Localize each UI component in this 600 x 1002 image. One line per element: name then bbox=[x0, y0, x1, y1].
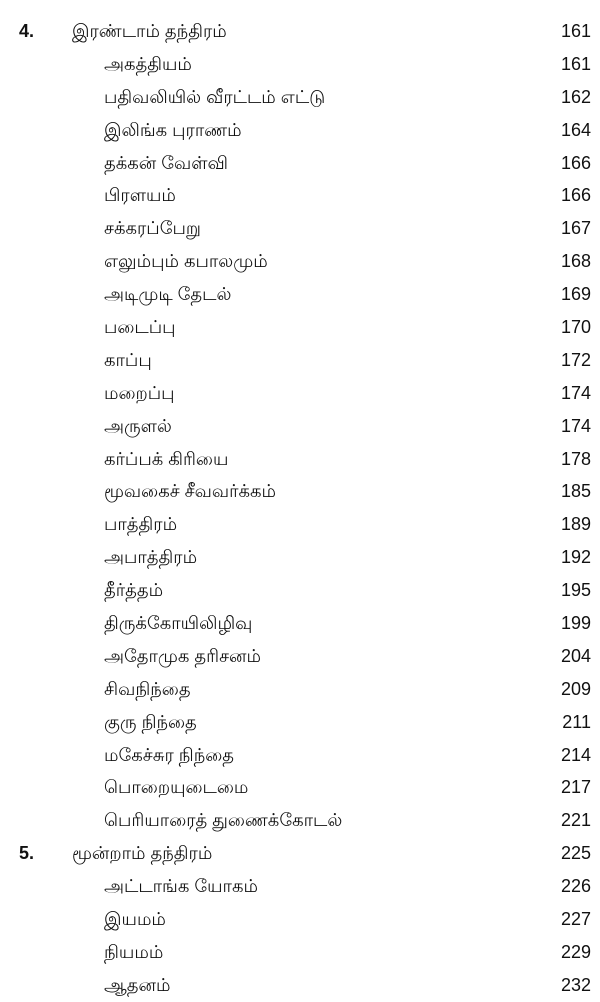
entry-title: மூன்றாம் தந்திரம் bbox=[72, 843, 213, 864]
section-entry: மகேச்சுர நிந்தை 214 bbox=[0, 739, 600, 772]
page-number: 199 bbox=[560, 613, 591, 634]
entry-title: பதிவலியில் வீரட்டம் எட்டு bbox=[104, 86, 326, 107]
entry-title: இயமம் bbox=[104, 909, 166, 930]
section-entry: எலும்பும் கபாலமும் 168 bbox=[0, 245, 600, 278]
entry-title: தீர்த்தம் bbox=[104, 580, 164, 601]
page-number: 172 bbox=[560, 349, 591, 370]
section-entry: தக்கன் வேள்வி 166 bbox=[0, 147, 600, 180]
section-entry: குரு நிந்தை 211 bbox=[0, 706, 600, 739]
entry-title: அடிமுடி தேடல் bbox=[104, 284, 232, 305]
section-entry: பெரியாரைத் துணைக்கோடல் 221 bbox=[0, 804, 600, 837]
section-entry: கர்ப்பக் கிரியை 178 bbox=[0, 443, 600, 476]
entry-title: தக்கன் வேள்வி bbox=[104, 152, 228, 173]
entry-title: காப்பு bbox=[104, 349, 152, 370]
table-of-contents: 4. இரண்டாம் தந்திரம் 161 அகத்தியம் 161 பதிவலி… bbox=[0, 15, 600, 1002]
entry-title: அட்டாங்க யோகம் bbox=[104, 876, 258, 897]
section-entry: இலிங்க புராணம் 164 bbox=[0, 114, 600, 147]
page-number: 225 bbox=[560, 843, 591, 864]
page-number: 227 bbox=[560, 909, 591, 930]
section-entry: மூவகைச் சீவவர்க்கம் 185 bbox=[0, 475, 600, 508]
page-number: 167 bbox=[560, 218, 591, 239]
entry-title: ஆதனம் bbox=[104, 974, 171, 995]
section-entry: சிவநிந்தை 209 bbox=[0, 673, 600, 706]
page-number: 178 bbox=[560, 448, 591, 469]
entry-title: குரு நிந்தை bbox=[104, 711, 197, 732]
page-number: 162 bbox=[560, 86, 591, 107]
entry-title: இரண்டாம் தந்திரம் bbox=[72, 21, 227, 41]
section-entry: அடிமுடி தேடல் 169 bbox=[0, 278, 600, 311]
page-number: 217 bbox=[560, 777, 591, 798]
section-entry: பதிவலியில் வீரட்டம் எட்டு 162 bbox=[0, 81, 600, 114]
section-entry: பாத்திரம் 189 bbox=[0, 508, 600, 541]
entry-title: திருக்கோயிலிழிவு bbox=[104, 613, 253, 634]
section-entry: இயமம் 227 bbox=[0, 903, 600, 936]
section-entry: திருக்கோயிலிழிவு 199 bbox=[0, 607, 600, 640]
chapter-number: 4. bbox=[19, 21, 35, 41]
page-number: 226 bbox=[560, 876, 591, 897]
section-entry: சக்கரப்பேறு 167 bbox=[0, 212, 600, 245]
entry-title: இலிங்க புராணம் bbox=[104, 119, 242, 140]
entry-title: படைப்பு bbox=[104, 317, 176, 338]
page-number: 168 bbox=[560, 251, 591, 272]
entry-title: மூவகைச் சீவவர்க்கம் bbox=[104, 481, 277, 502]
entry-title: பெரியாரைத் துணைக்கோடல் bbox=[104, 810, 343, 831]
entry-title: நியமம் bbox=[104, 941, 164, 962]
chapter-entry: 5. மூன்றாம் தந்திரம் 225 bbox=[0, 837, 600, 870]
entry-title: அபாத்திரம் bbox=[104, 547, 198, 568]
entry-title: அருளல் bbox=[104, 415, 172, 436]
page-number: 174 bbox=[560, 415, 591, 436]
page-number: 221 bbox=[560, 810, 591, 831]
section-entry: தீர்த்தம் 195 bbox=[0, 574, 600, 607]
entry-title: மறைப்பு bbox=[104, 382, 175, 403]
entry-title: மகேச்சுர நிந்தை bbox=[104, 744, 234, 765]
section-entry: அருளல் 174 bbox=[0, 410, 600, 443]
page-number: 232 bbox=[560, 974, 591, 995]
page-number: 195 bbox=[560, 580, 591, 601]
section-entry: ஆதனம் 232 bbox=[0, 969, 600, 1002]
page-number: 174 bbox=[560, 382, 591, 403]
entry-title: பாத்திரம் bbox=[104, 514, 178, 535]
page-number: 164 bbox=[560, 119, 591, 140]
page-number: 161 bbox=[560, 53, 591, 74]
chapter-number: 5. bbox=[19, 843, 35, 864]
page-number: 211 bbox=[562, 711, 591, 732]
section-entry: அபாத்திரம் 192 bbox=[0, 541, 600, 574]
section-entry: அட்டாங்க யோகம் 226 bbox=[0, 870, 600, 903]
page-number: 209 bbox=[560, 678, 591, 699]
page-number: 170 bbox=[560, 317, 591, 338]
page-number: 166 bbox=[560, 185, 591, 206]
section-entry: படைப்பு 170 bbox=[0, 311, 600, 344]
entry-title: பொறையுடைமை bbox=[104, 777, 249, 798]
section-entry: காப்பு 172 bbox=[0, 344, 600, 377]
section-entry: பிரளயம் 166 bbox=[0, 179, 600, 212]
entry-title: அதோமுக தரிசனம் bbox=[104, 645, 261, 666]
entry-title: சிவநிந்தை bbox=[104, 678, 191, 699]
page-number: 166 bbox=[560, 152, 591, 173]
section-entry: அதோமுக தரிசனம் 204 bbox=[0, 640, 600, 673]
page-number: 204 bbox=[560, 645, 591, 666]
section-entry: பொறையுடைமை 217 bbox=[0, 771, 600, 804]
entry-title: எலும்பும் கபாலமும் bbox=[104, 251, 268, 272]
chapter-entry: 4. இரண்டாம் தந்திரம் 161 bbox=[0, 15, 600, 48]
page-number: 169 bbox=[560, 284, 591, 305]
section-entry: அகத்தியம் 161 bbox=[0, 48, 600, 81]
section-entry: மறைப்பு 174 bbox=[0, 377, 600, 410]
page-number: 229 bbox=[560, 941, 591, 962]
entry-title: கர்ப்பக் கிரியை bbox=[104, 448, 229, 469]
page-number: 161 bbox=[560, 21, 591, 41]
entry-title: பிரளயம் bbox=[104, 185, 176, 206]
page-number: 214 bbox=[560, 744, 591, 765]
section-entry: நியமம் 229 bbox=[0, 936, 600, 969]
entry-title: அகத்தியம் bbox=[104, 53, 192, 74]
page-number: 192 bbox=[560, 547, 591, 568]
page-number: 189 bbox=[560, 514, 591, 535]
page-number: 185 bbox=[560, 481, 591, 502]
entry-title: சக்கரப்பேறு bbox=[104, 218, 201, 239]
